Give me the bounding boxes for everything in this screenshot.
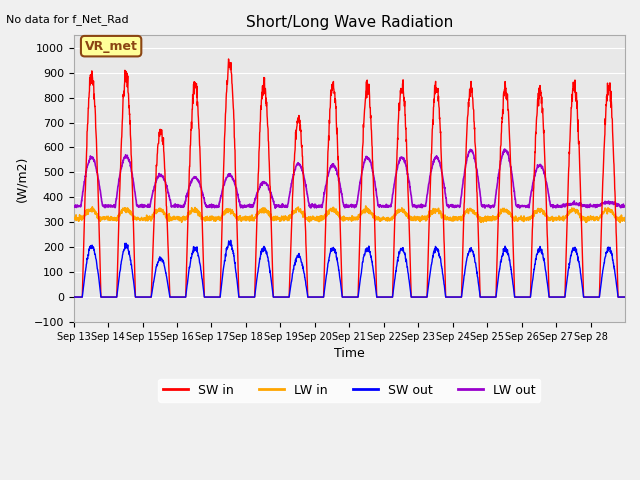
Y-axis label: (W/m2): (W/m2) (15, 156, 28, 202)
Text: No data for f_Net_Rad: No data for f_Net_Rad (6, 14, 129, 25)
Legend: SW in, LW in, SW out, LW out: SW in, LW in, SW out, LW out (159, 379, 540, 402)
Text: VR_met: VR_met (84, 40, 138, 53)
Title: Short/Long Wave Radiation: Short/Long Wave Radiation (246, 15, 453, 30)
X-axis label: Time: Time (334, 347, 365, 360)
